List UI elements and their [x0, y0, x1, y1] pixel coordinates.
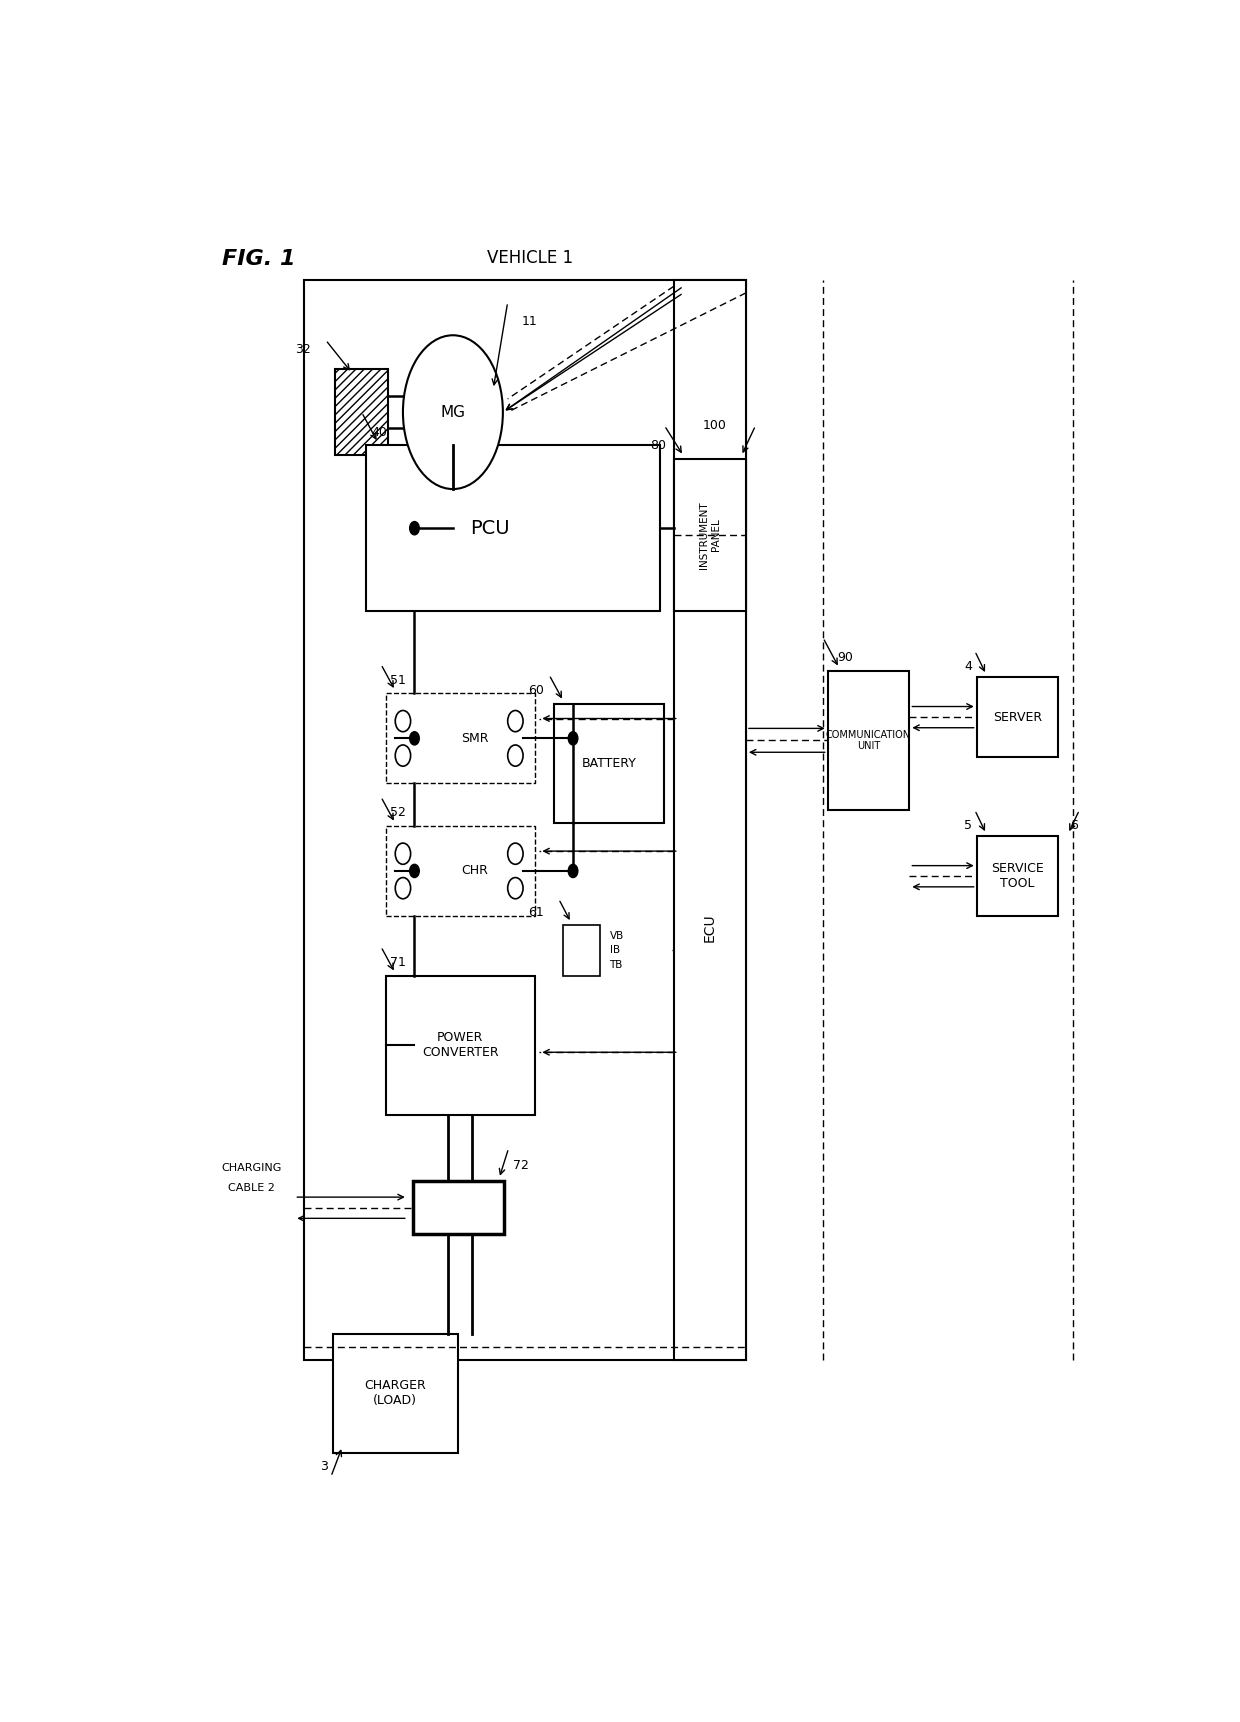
Circle shape — [568, 732, 578, 746]
Ellipse shape — [403, 336, 503, 489]
Bar — [335, 369, 388, 455]
Text: 100: 100 — [703, 418, 727, 432]
Text: VB: VB — [610, 932, 624, 942]
Bar — [554, 704, 665, 823]
Bar — [386, 976, 534, 1114]
Circle shape — [409, 864, 419, 878]
Text: SMR: SMR — [461, 732, 489, 746]
Bar — [675, 279, 746, 1360]
Text: 71: 71 — [391, 956, 407, 969]
Circle shape — [409, 522, 419, 536]
Text: TB: TB — [610, 959, 622, 969]
Text: CHARGING: CHARGING — [221, 1162, 281, 1173]
Text: 51: 51 — [391, 673, 407, 687]
Text: 90: 90 — [837, 651, 853, 665]
Text: CABLE 2: CABLE 2 — [228, 1183, 274, 1193]
Bar — [828, 672, 909, 809]
Text: FIG. 1: FIG. 1 — [222, 250, 296, 269]
Bar — [332, 1335, 458, 1453]
Circle shape — [409, 732, 419, 746]
Text: 60: 60 — [528, 684, 544, 697]
Text: MG: MG — [440, 405, 465, 420]
Text: PCU: PCU — [470, 518, 510, 537]
Text: 6: 6 — [1070, 820, 1078, 832]
Text: 32: 32 — [295, 343, 311, 356]
Text: VEHICLE 1: VEHICLE 1 — [487, 250, 573, 267]
Text: 3: 3 — [320, 1460, 327, 1472]
Bar — [386, 694, 534, 784]
Text: 72: 72 — [513, 1159, 529, 1171]
Text: COMMUNICATION
UNIT: COMMUNICATION UNIT — [826, 730, 911, 751]
Bar — [675, 458, 746, 611]
Text: 4: 4 — [963, 660, 972, 673]
Circle shape — [568, 864, 578, 878]
Text: 52: 52 — [391, 806, 407, 820]
Bar — [304, 279, 746, 1360]
Text: CHR: CHR — [461, 864, 489, 878]
Bar — [386, 827, 534, 916]
Bar — [977, 677, 1058, 758]
Text: BATTERY: BATTERY — [582, 758, 636, 770]
Bar — [977, 837, 1058, 916]
Text: SERVICE
TOOL: SERVICE TOOL — [991, 863, 1044, 890]
Text: INSTRUMENT
PANEL: INSTRUMENT PANEL — [699, 501, 720, 568]
Bar — [413, 1181, 503, 1235]
Text: 11: 11 — [522, 315, 538, 329]
Text: IB: IB — [610, 945, 620, 956]
Text: POWER
CONVERTER: POWER CONVERTER — [422, 1031, 498, 1059]
Text: ECU: ECU — [703, 914, 717, 942]
Text: CHARGER
(LOAD): CHARGER (LOAD) — [365, 1379, 427, 1407]
Text: 61: 61 — [528, 906, 544, 918]
Text: 40: 40 — [371, 425, 387, 439]
Text: SERVER: SERVER — [993, 711, 1042, 723]
Text: 5: 5 — [963, 820, 972, 832]
Text: 80: 80 — [650, 439, 666, 451]
Bar — [563, 925, 600, 976]
Bar — [367, 446, 660, 611]
